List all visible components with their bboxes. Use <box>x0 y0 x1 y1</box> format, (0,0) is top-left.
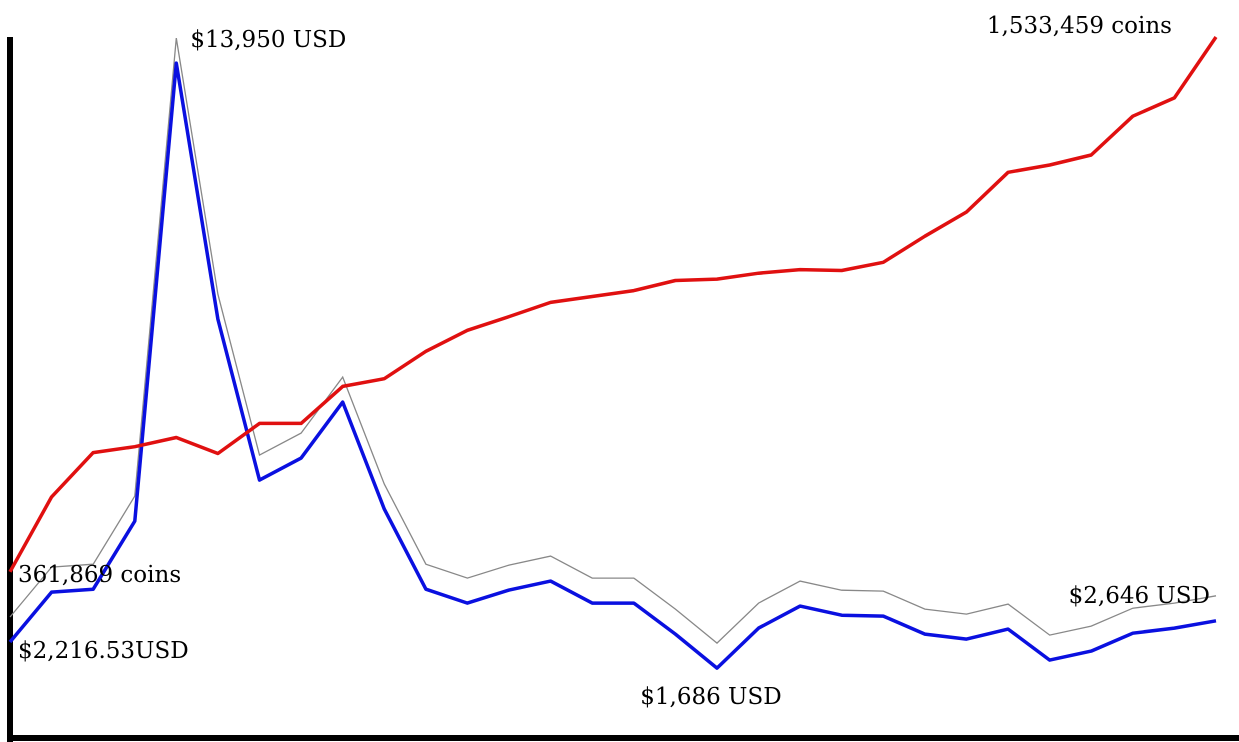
data-line <box>8 61 1217 670</box>
data-label: $2,216.53USD <box>18 638 189 664</box>
data-label: 1,533,459 coins <box>987 13 1172 39</box>
data-line <box>8 36 1218 573</box>
data-label: $1,686 USD <box>640 684 781 710</box>
shadow-line <box>9 37 1217 644</box>
data-label: $13,950 USD <box>190 27 346 53</box>
data-label: 361,869 coins <box>18 562 181 588</box>
data-label: $2,646 USD <box>1069 583 1210 609</box>
